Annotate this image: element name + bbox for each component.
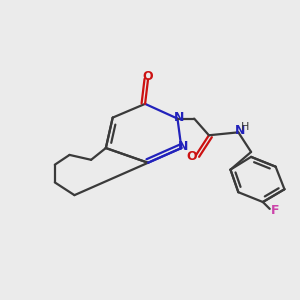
Text: N: N	[174, 111, 184, 124]
Text: H: H	[241, 122, 249, 132]
Text: N: N	[235, 124, 245, 137]
Text: N: N	[178, 140, 188, 153]
Text: O: O	[186, 150, 197, 163]
Text: F: F	[271, 204, 279, 217]
Text: O: O	[143, 70, 153, 83]
